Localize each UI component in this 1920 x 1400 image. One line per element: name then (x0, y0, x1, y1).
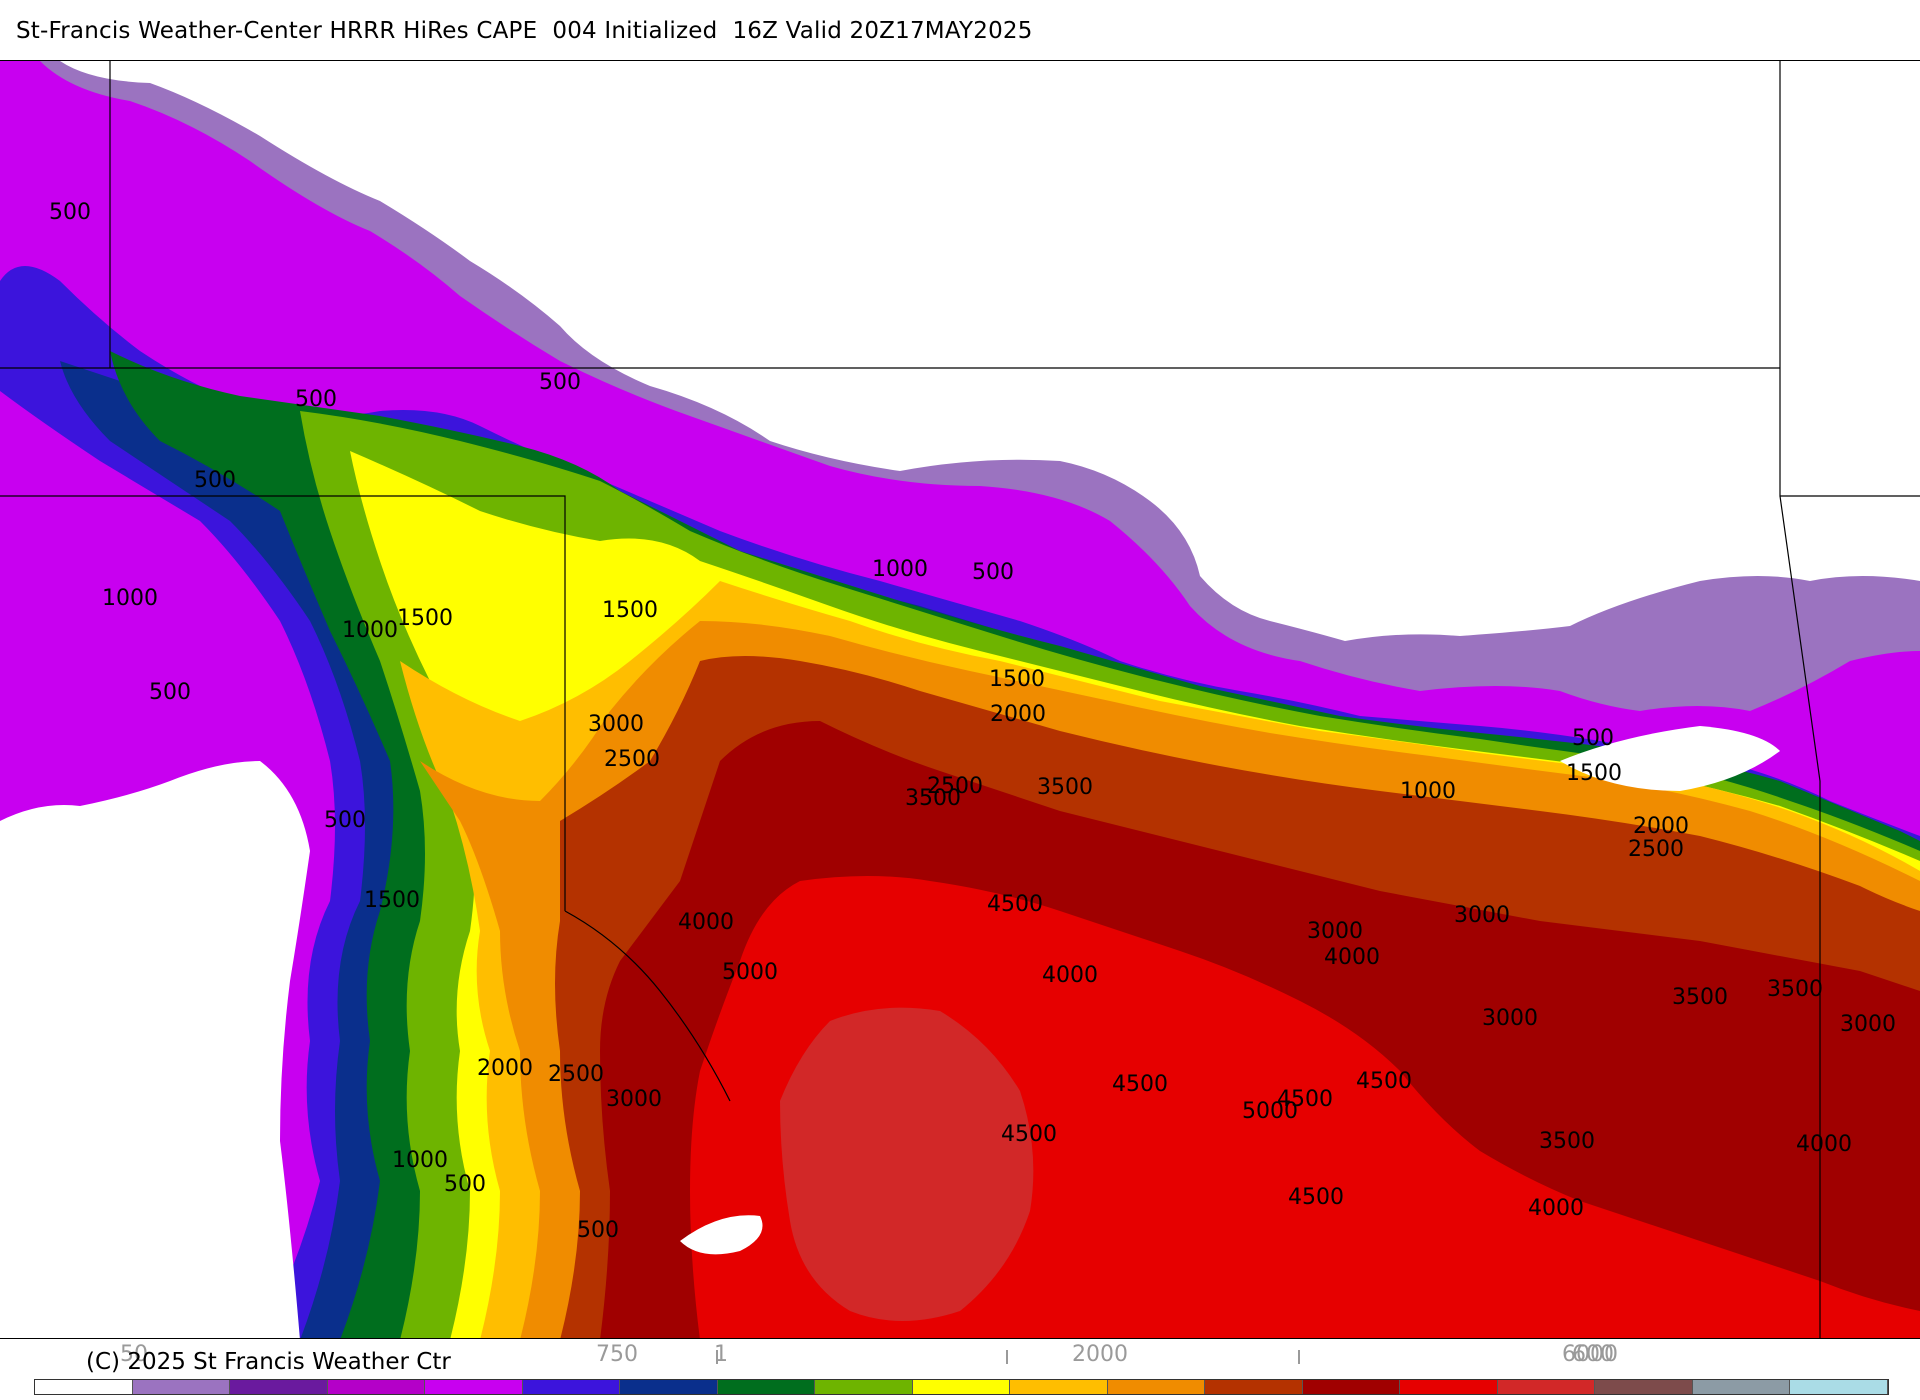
contour-label: 3500 (1767, 977, 1823, 1002)
legend-swatch (425, 1380, 523, 1394)
contour-label: 5000 (722, 960, 778, 985)
legend-swatch (230, 1380, 328, 1394)
legend-tick-label: 50 (120, 1342, 148, 1367)
contour-label: 1000 (1400, 779, 1456, 804)
legend-swatch (1010, 1380, 1108, 1394)
legend-swatch (1497, 1380, 1595, 1394)
contour-label: 3000 (588, 712, 644, 737)
legend-tick-label: 750 (596, 1342, 638, 1367)
legend-swatch (35, 1380, 133, 1394)
legend-swatch (620, 1380, 718, 1394)
contour-label: 4500 (1277, 1087, 1333, 1112)
legend-tick-mark (1298, 1350, 1300, 1364)
contour-label: 4500 (1288, 1185, 1344, 1210)
legend-tick-label: 2000 (1072, 1342, 1128, 1367)
contour-label: 3000 (1454, 903, 1510, 928)
color-legend (34, 1379, 1889, 1395)
contour-label: 1000 (102, 586, 158, 611)
contour-label: 2500 (548, 1062, 604, 1087)
contour-label: 1000 (342, 618, 398, 643)
contour-label: 4500 (1356, 1069, 1412, 1094)
boundary-lines (0, 61, 1920, 1338)
contour-label: 500 (1572, 726, 1614, 751)
copyright-text: (C) 2025 St Francis Weather Ctr (86, 1349, 451, 1375)
contour-label: 4500 (987, 892, 1043, 917)
contour-label: 2500 (927, 774, 983, 799)
contour-label: 500 (324, 808, 366, 833)
legend-swatch (815, 1380, 913, 1394)
legend-tick-mark (716, 1350, 718, 1364)
contour-label: 4000 (678, 910, 734, 935)
cape-map: 500 500 1000 500 500 500 1000 1500 500 1500 1000 50… (0, 60, 1920, 1339)
legend-tick-mark (1006, 1350, 1008, 1364)
legend-swatch (1302, 1380, 1400, 1394)
legend-swatch (1400, 1380, 1498, 1394)
contour-label: 500 (194, 468, 236, 493)
contour-label: 3500 (1672, 985, 1728, 1010)
contour-label: 1000 (392, 1148, 448, 1173)
contour-label: 4000 (1042, 963, 1098, 988)
legend-swatch (1107, 1380, 1205, 1394)
contour-label: 500 (149, 680, 191, 705)
contour-label: 500 (972, 560, 1014, 585)
legend-swatch (1595, 1380, 1693, 1394)
legend-swatch (1692, 1380, 1790, 1394)
contour-label: 500 (49, 200, 91, 225)
legend-tick-label: 6000 (1562, 1342, 1618, 1367)
contour-label: 500 (577, 1218, 619, 1243)
contour-label: 1500 (989, 667, 1045, 692)
contour-label: 2000 (990, 702, 1046, 727)
legend-tick-label: 600 (1572, 1342, 1614, 1367)
contour-label: 1500 (1566, 761, 1622, 786)
legend-swatch (912, 1380, 1010, 1394)
contour-label: 4500 (1112, 1072, 1168, 1097)
contour-label: 3000 (1482, 1006, 1538, 1031)
legend-swatch (1205, 1380, 1303, 1394)
contour-label: 1500 (602, 598, 658, 623)
contour-label: 3500 (905, 786, 961, 811)
contour-label: 4500 (1001, 1122, 1057, 1147)
contour-label: 2000 (477, 1056, 533, 1081)
contour-label: 2000 (1633, 814, 1689, 839)
contour-label: 2500 (604, 747, 660, 772)
contour-label: 3000 (1840, 1012, 1896, 1037)
contour-label: 2500 (1628, 837, 1684, 862)
contour-label: 3500 (1539, 1129, 1595, 1154)
legend-swatch (717, 1380, 815, 1394)
contour-label: 1500 (364, 888, 420, 913)
contour-label: 3500 (1037, 775, 1093, 800)
contour-label: 4000 (1528, 1196, 1584, 1221)
contour-label: 1500 (397, 606, 453, 631)
contour-label: 3000 (606, 1087, 662, 1112)
cape-clear-southwest (0, 761, 310, 1338)
contour-label: 500 (444, 1172, 486, 1197)
contour-label: 4000 (1324, 945, 1380, 970)
cape-clear-east (1560, 726, 1780, 791)
contour-label: 500 (295, 387, 337, 412)
legend-swatch (1790, 1380, 1888, 1394)
legend-swatch (522, 1380, 620, 1394)
map-title: St-Francis Weather-Center HRRR HiRes CAP… (16, 18, 1033, 44)
contour-label: 4000 (1796, 1132, 1852, 1157)
legend-swatch (132, 1380, 230, 1394)
contour-label: 5000 (1242, 1099, 1298, 1124)
cape-clear-gap (680, 1215, 763, 1255)
contour-label: 3000 (1307, 919, 1363, 944)
legend-swatch (327, 1380, 425, 1394)
contour-label: 500 (539, 370, 581, 395)
cape-band-crimson (780, 1007, 1034, 1321)
contour-label: 1000 (872, 557, 928, 582)
